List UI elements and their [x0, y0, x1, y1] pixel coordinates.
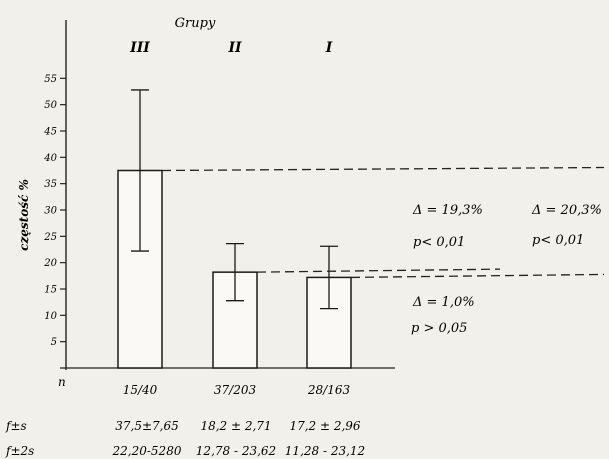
group-label: III — [129, 40, 150, 56]
bar — [117, 169, 163, 369]
y-tick-label: 45 — [43, 127, 57, 138]
fs-label: 37,5±7,65 — [115, 419, 179, 433]
f2s-label: 11,28 - 23,12 — [285, 444, 365, 458]
n-label: 15/40 — [123, 383, 158, 397]
annotation-p: p > 0,05 — [411, 321, 467, 336]
y-tick-label: 30 — [44, 206, 57, 217]
reference-lines — [161, 166, 605, 279]
n-label: 37/203 — [214, 383, 257, 397]
y-tick-label: 50 — [44, 100, 57, 111]
f2s-label: 22,20-5280 — [112, 444, 182, 458]
y-tick-label: 35 — [44, 179, 57, 190]
n-label: 28/163 — [307, 383, 351, 397]
y-tick-label: 15 — [44, 285, 57, 296]
ref-line-III — [161, 166, 605, 172]
annotations: Δ = 19,3% p< 0,01 Δ = 20,3% p< 0,01 Δ = 1,0%… — [411, 203, 602, 336]
chart-title: Grupy — [175, 16, 216, 31]
annotation-p: p< 0,01 — [532, 233, 584, 248]
annotation-delta: Δ = 1,0% — [412, 295, 475, 310]
group-label: II — [227, 40, 242, 56]
y-tick-label: 25 — [43, 232, 57, 243]
error-bars — [131, 89, 338, 310]
annotation-delta: Δ = 19,3% — [412, 203, 483, 218]
y-axis-label: częstość % — [17, 179, 31, 251]
ref-line-I — [350, 273, 605, 279]
y-ticks: 5 10 15 20 25 30 35 40 45 50 55 — [43, 74, 66, 348]
y-tick-label: 55 — [44, 74, 57, 85]
f2s-label: 12,78 - 23,62 — [196, 444, 276, 458]
bar — [212, 271, 258, 369]
stats-rows: n f±s f±2s 15/40 37/203 28/163 37,5±7,65 18,2 ±… — [5, 375, 365, 458]
group-labels: III II I — [129, 40, 333, 56]
annotation-delta: Δ = 20,3% — [531, 203, 602, 218]
row-label-f2s: f±2s — [5, 444, 34, 458]
ref-line-II — [256, 268, 501, 273]
y-tick-label: 40 — [43, 153, 57, 164]
row-label-fs: f±s — [5, 419, 27, 433]
y-tick-label: 5 — [51, 337, 57, 348]
y-tick-label: 10 — [44, 311, 57, 322]
group-label: I — [325, 40, 333, 56]
fs-label: 18,2 ± 2,71 — [200, 419, 271, 433]
fs-label: 17,2 ± 2,96 — [289, 419, 360, 433]
row-label-n: n — [58, 375, 66, 389]
y-tick-label: 20 — [43, 258, 57, 269]
annotation-p: p< 0,01 — [413, 235, 465, 250]
